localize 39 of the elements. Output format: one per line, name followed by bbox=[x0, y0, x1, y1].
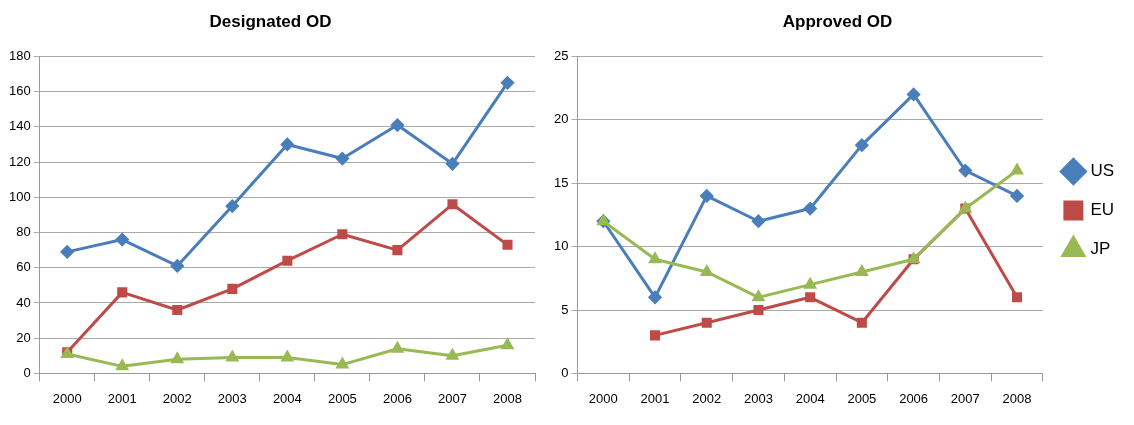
y-tick-label: 60 bbox=[16, 259, 31, 275]
x-tick-label: 2006 bbox=[382, 390, 412, 406]
x-tick-label: 2001 bbox=[640, 390, 670, 406]
x-tick-label: 2006 bbox=[899, 390, 929, 406]
y-tick-label: 10 bbox=[553, 238, 569, 254]
y-tick-label: 160 bbox=[8, 83, 31, 99]
x-tick-label: 2003 bbox=[217, 390, 247, 406]
x-tick-label: 2004 bbox=[795, 390, 825, 406]
x-tick-label: 2007 bbox=[950, 390, 980, 406]
x-tick-label: 2008 bbox=[1002, 390, 1032, 406]
y-tick-label: 0 bbox=[23, 364, 31, 380]
y-tick-label: 15 bbox=[553, 174, 569, 190]
y-tick-label: 20 bbox=[553, 111, 569, 127]
y-tick-label: 80 bbox=[16, 224, 31, 240]
y-tick-label: 25 bbox=[553, 47, 569, 63]
y-tick-label: 140 bbox=[8, 118, 31, 134]
y-tick-label: 100 bbox=[8, 188, 31, 204]
chart-title: Approved OD bbox=[782, 11, 893, 31]
y-tick-label: 120 bbox=[8, 153, 31, 169]
chart-title: Designated OD bbox=[209, 11, 332, 31]
y-tick-label: 0 bbox=[561, 364, 569, 380]
x-tick-label: 2001 bbox=[107, 390, 137, 406]
y-tick-label: 40 bbox=[16, 294, 31, 310]
y-tick-label: 5 bbox=[561, 301, 569, 317]
x-tick-label: 2005 bbox=[327, 390, 357, 406]
x-tick-label: 2004 bbox=[272, 390, 302, 406]
x-tick-label: 2007 bbox=[437, 390, 467, 406]
x-tick-label: 2000 bbox=[588, 390, 618, 406]
x-tick-label: 2002 bbox=[162, 390, 192, 406]
x-tick-label: 2000 bbox=[52, 390, 82, 406]
x-tick-label: 2002 bbox=[692, 390, 722, 406]
legend-label: EU bbox=[1090, 200, 1115, 220]
y-tick-label: 180 bbox=[8, 47, 31, 63]
x-tick-label: 2005 bbox=[847, 390, 877, 406]
x-tick-label: 2008 bbox=[493, 390, 522, 406]
legend-label: JP bbox=[1090, 239, 1111, 259]
legend-label: US bbox=[1090, 161, 1115, 181]
x-tick-label: 2003 bbox=[744, 390, 773, 406]
y-tick-label: 20 bbox=[16, 329, 31, 345]
